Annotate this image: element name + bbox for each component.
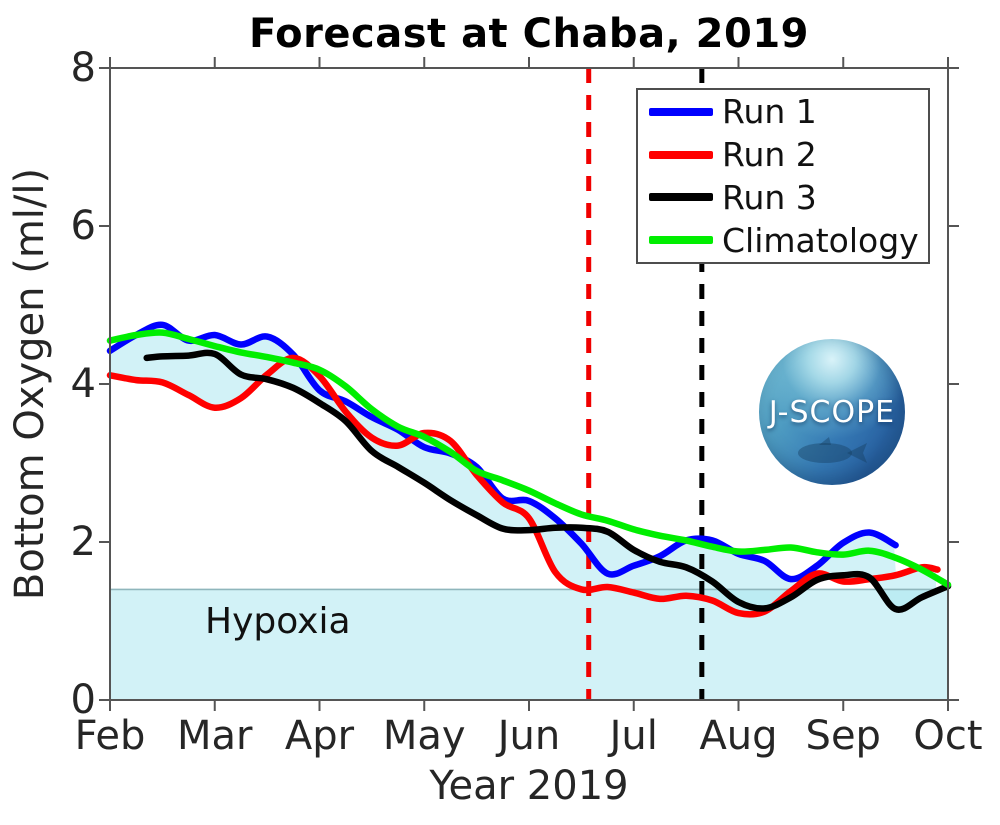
chart-title: Forecast at Chaba, 2019: [248, 11, 810, 57]
legend-item-run-2: Run 2: [638, 134, 928, 176]
x-tick-label-may: May: [382, 713, 466, 759]
series-line-climatology: [106, 329, 952, 588]
y-tick-label-2: 2: [70, 519, 96, 565]
legend-label: Run 3: [722, 177, 817, 217]
legend-line-swatch: [649, 236, 713, 245]
jscope-logo: J-SCOPE: [759, 339, 905, 485]
y-tick-label-0: 0: [70, 677, 96, 723]
legend-item-run-1: Run 1: [638, 91, 928, 133]
series-line-run-3: [143, 349, 952, 613]
y-axis-label: Bottom Oxygen (ml/l): [7, 167, 53, 601]
x-tick-label-jul: Jul: [609, 713, 658, 759]
legend-label: Climatology: [722, 220, 919, 260]
legend-label: Run 2: [722, 135, 817, 175]
hypoxia-annotation: Hypoxia: [205, 601, 351, 642]
y-tick-label-4: 4: [70, 361, 96, 407]
x-axis-label: Year 2019: [429, 763, 629, 809]
legend-item-climatology: Climatology: [638, 219, 928, 261]
hypoxia-band: [110, 589, 948, 700]
legend-line-swatch: [649, 107, 713, 116]
legend-line-swatch: [649, 193, 713, 202]
jscope-logo-text: J-SCOPE: [768, 395, 896, 430]
legend-label: Run 1: [722, 92, 817, 132]
legend-item-run-3: Run 3: [638, 176, 928, 218]
x-tick-label-apr: Apr: [284, 713, 355, 759]
x-tick-label-sep: Sep: [805, 713, 881, 759]
legend-line-swatch: [649, 150, 713, 159]
y-tick-label-6: 6: [70, 203, 96, 249]
y-tick-label-8: 8: [70, 45, 96, 91]
x-tick-label-jun: Jun: [497, 713, 561, 759]
x-tick-label-feb: Feb: [74, 713, 146, 759]
run-spread-envelope: [110, 324, 936, 615]
x-tick-label-aug: Aug: [699, 713, 778, 759]
x-tick-label-oct: Oct: [913, 713, 983, 759]
x-tick-label-mar: Mar: [177, 713, 253, 759]
legend: Run 1 Run 2 Run 3 Climatology: [636, 88, 930, 264]
fish-icon: [798, 437, 867, 463]
series-line-run-2: [106, 354, 941, 618]
